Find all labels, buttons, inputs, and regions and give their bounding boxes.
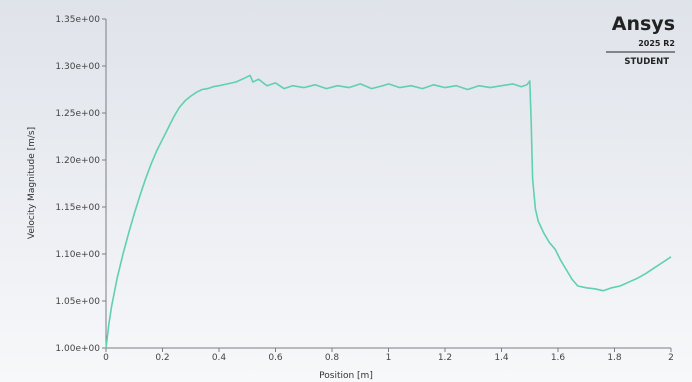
y-tick-label: 1.05e+00 [55,297,100,307]
x-tick-label: 1.6 [551,353,566,363]
ansys-logo: Ansys 2025 R2 STUDENT [606,13,675,67]
x-tick-label: 0.2 [155,353,169,363]
x-axis-title: Position [m] [319,371,373,381]
y-tick-label: 1.00e+00 [55,344,100,354]
x-tick-label: 0.4 [212,353,227,363]
brand-edition: STUDENT [624,57,669,67]
y-tick-label: 1.30e+00 [55,62,100,72]
velocity-series-line [105,74,672,349]
series-layer [105,74,672,349]
x-tick-label: 1.2 [438,353,452,363]
x-tick-label: 1 [386,353,392,363]
x-tick-label: 0.8 [325,353,340,363]
brand-version: 2025 R2 [638,39,675,48]
y-tick-label: 1.10e+00 [55,250,100,260]
x-tick-label: 0.6 [268,353,283,363]
y-tick-label: 1.25e+00 [55,109,100,119]
y-tick-label: 1.35e+00 [55,15,100,25]
x-axis-ticks: 0 0.2 0.4 0.6 0.8 1 1.2 1.4 1.6 1.8 2 [103,348,674,363]
y-tick-label: 1.20e+00 [55,156,100,166]
x-tick-label: 1.8 [607,353,622,363]
x-tick-label: 0 [103,353,109,363]
x-tick-label: 1.4 [494,353,509,363]
y-axis-ticks: 1.00e+00 1.05e+00 1.10e+00 1.15e+00 1.20e+00… [55,15,106,354]
y-tick-label: 1.15e+00 [55,203,100,213]
x-tick-label: 2 [668,353,674,363]
brand-name: Ansys [612,13,675,35]
y-axis-title: Velocity Magnitude [m/s] [27,127,37,239]
